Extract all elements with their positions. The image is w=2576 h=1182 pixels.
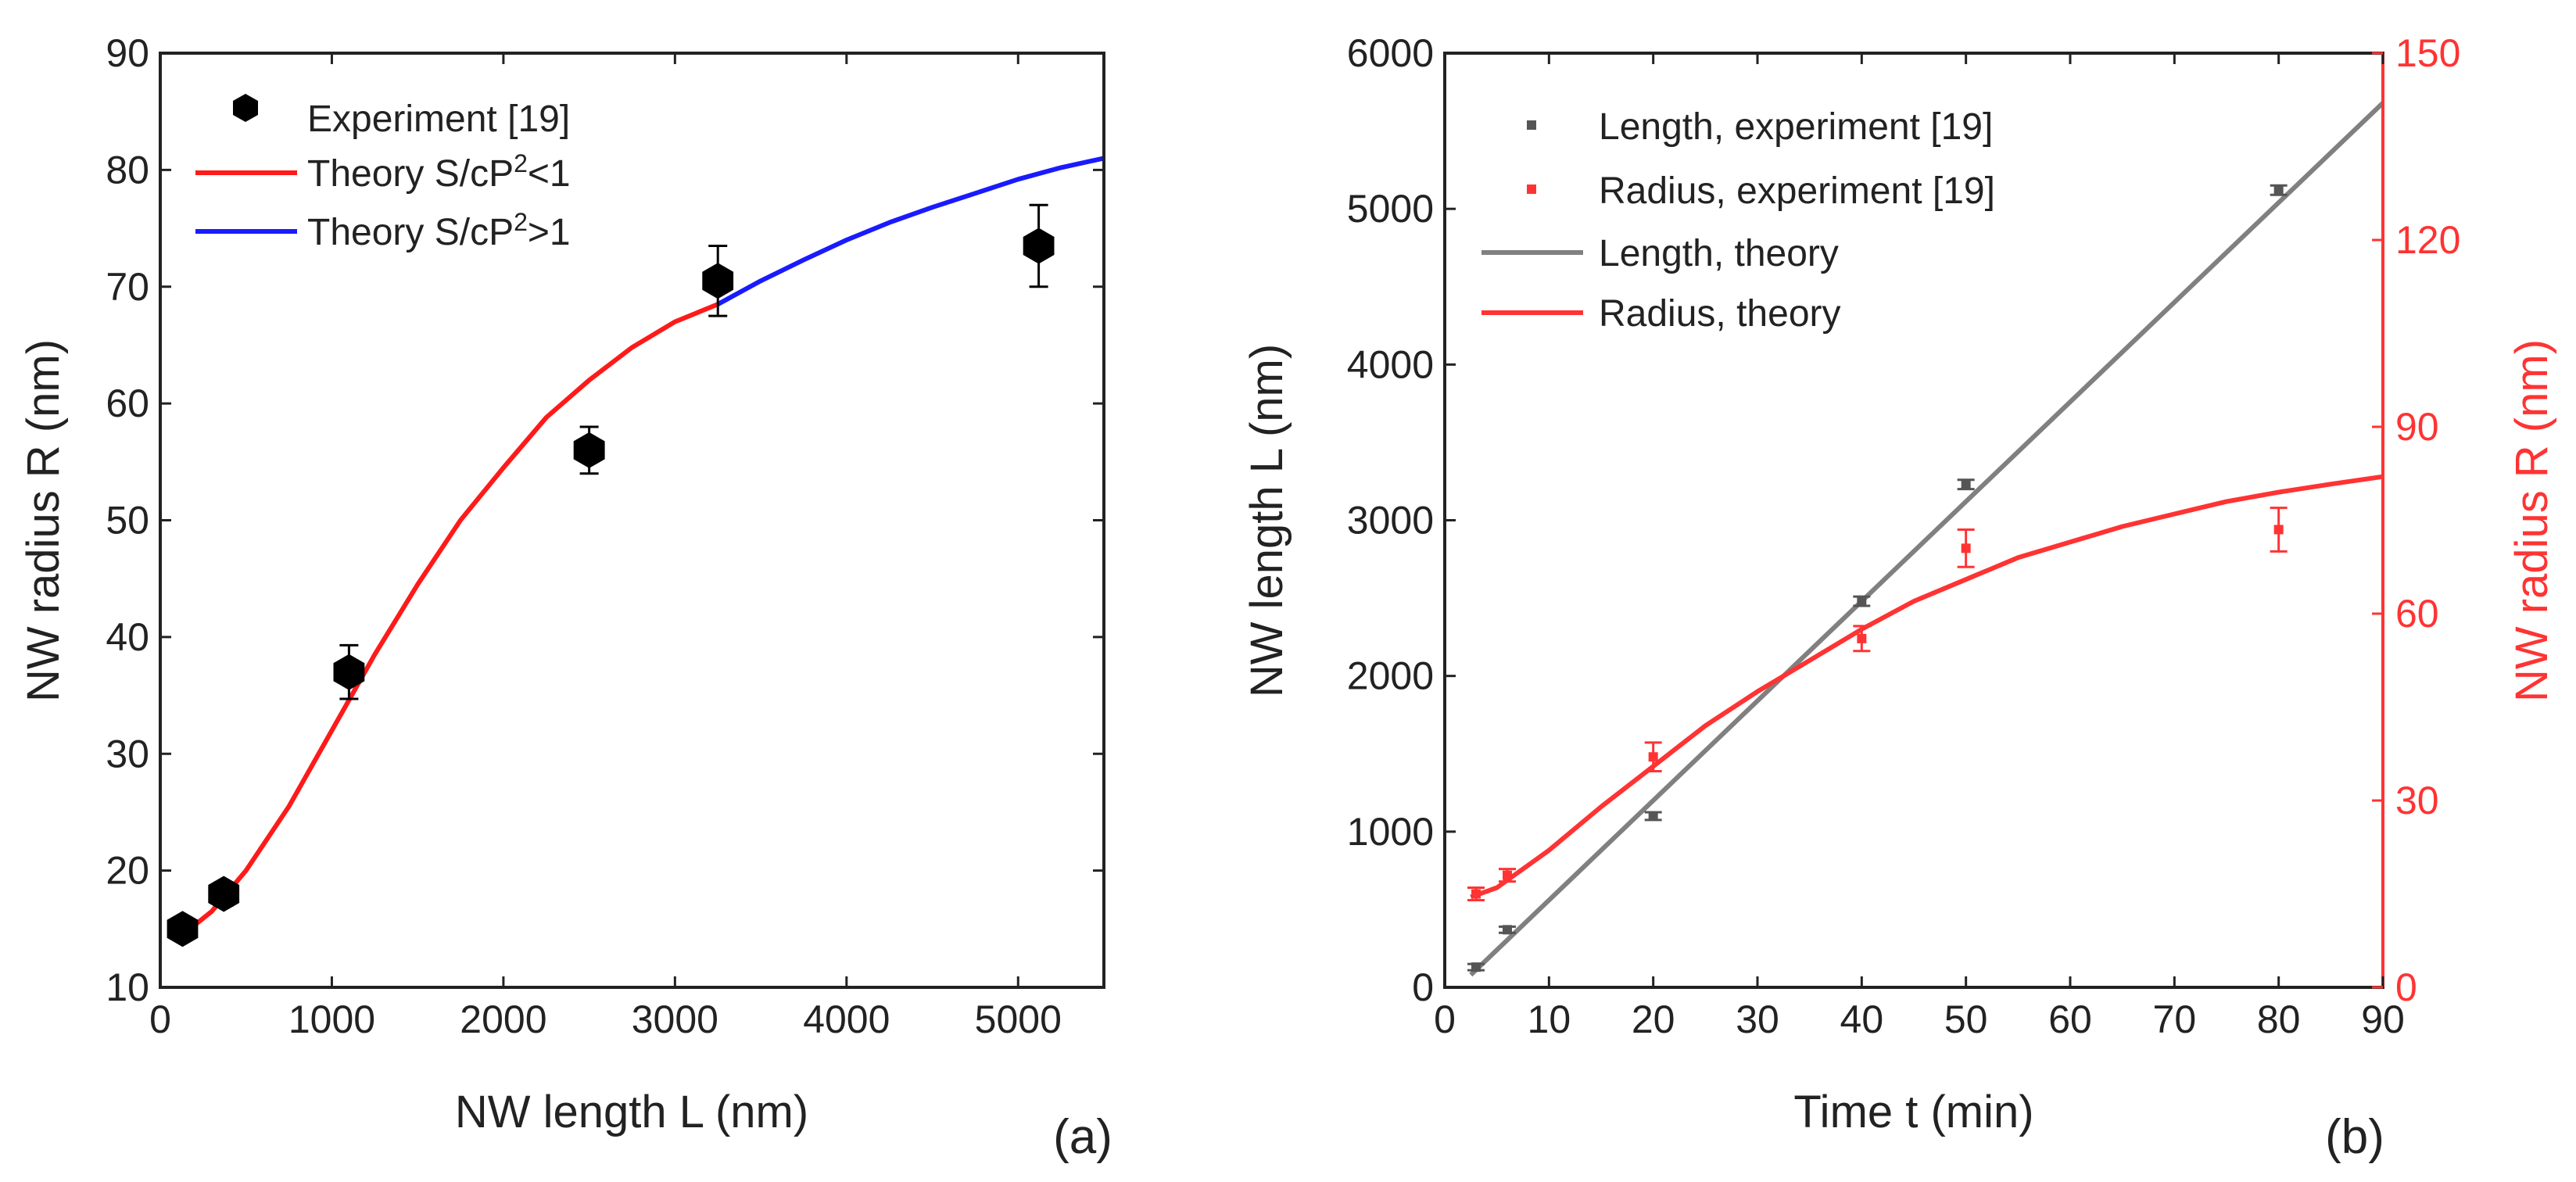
panel-b-y-tick-label-1: 1000 — [1347, 810, 1434, 854]
panel-b-x-tick-label-7: 70 — [2153, 998, 2197, 1041]
panel-b-x-axis-title: Time t (min) — [1793, 1087, 2033, 1137]
panel-b-series-1-point-0 — [1471, 889, 1481, 899]
panel-b-y-tick-label-0: 0 — [1412, 965, 1434, 1009]
panel-a-x-tick-label-2: 2000 — [460, 998, 546, 1041]
panel-a-series-layer — [167, 156, 1105, 947]
panel-a-y-tick-label-5: 60 — [106, 381, 149, 425]
panel-a-x-tick-label-5: 5000 — [975, 998, 1062, 1041]
legend-a-2-label: Theory S/cP2>1 — [307, 208, 571, 253]
panel-b-y2-tick-label-5: 150 — [2395, 31, 2460, 75]
panel-a-y-axis-title: NW radius R (nm) — [18, 339, 69, 702]
panel-a-y-tick-label-7: 80 — [106, 148, 149, 192]
panel-b-y-tick-label-4: 4000 — [1347, 342, 1434, 386]
panel-a-x-tick-label-3: 3000 — [632, 998, 718, 1041]
panel-b-y2-tick-label-0: 0 — [2395, 965, 2417, 1009]
panel-a-point-1 — [208, 876, 240, 912]
panel-b-x-tick-label-6: 60 — [2048, 998, 2092, 1041]
legend-a-0-marker — [233, 94, 258, 122]
panel-a-y-tick-label-0: 10 — [106, 965, 149, 1009]
panel-b-series-3-line — [1470, 474, 2384, 900]
panel-a-series-1-line — [181, 302, 719, 937]
panel-b-x-tick-label-5: 50 — [1944, 998, 1988, 1041]
legend-a-1-ineq: <1 — [528, 153, 571, 195]
panel-b-series-1-point-3 — [1857, 633, 1867, 643]
panel-a-y-tick-label-4: 50 — [106, 499, 149, 543]
panel-a-chart: 0 1000 2000 3000 4000 5000102030405060708090 … — [18, 31, 1112, 1164]
panel-b-series-1-point-2 — [1648, 752, 1658, 762]
panel-a-label: (a) — [1053, 1110, 1112, 1164]
panel-b-y2-tick-label-2: 60 — [2395, 592, 2439, 636]
panel-b-series-0-point-1 — [1503, 925, 1512, 935]
legend-b-3-label: Radius, theory — [1599, 293, 1841, 335]
panel-b-legend: Length, experiment [19] Radius, experime… — [1481, 106, 1995, 335]
legend-a-1-label: Theory S/cP2<1 — [307, 149, 571, 195]
panel-b-x-tick-label-2: 20 — [1632, 998, 1675, 1041]
panel-a-point-2 — [333, 654, 365, 690]
panel-b-x-tick-label-4: 40 — [1840, 998, 1884, 1041]
legend-b-0-label: Length, experiment [19] — [1599, 106, 1993, 148]
panel-a-y-tick-label-6: 70 — [106, 265, 149, 309]
panel-b-series-0-point-3 — [1857, 596, 1867, 607]
legend-b-1-marker — [1527, 184, 1536, 194]
panel-a-point-0 — [167, 911, 199, 947]
legend-a-2-base: Theory S/cP — [307, 212, 514, 253]
panel-a-point-5 — [1023, 227, 1055, 264]
legend-b-0-marker — [1527, 120, 1536, 130]
panel-a-x-axis-title: NW length L (nm) — [455, 1087, 808, 1137]
panel-a-x-tick-label-4: 4000 — [803, 998, 890, 1041]
panel-a-y-tick-label-8: 90 — [106, 31, 149, 75]
panel-b-y-tick-label-6: 6000 — [1347, 31, 1434, 75]
panel-b-series-0-point-4 — [1961, 479, 1971, 489]
panel-b-y-axis-title: NW length L (nm) — [1241, 344, 1292, 697]
panel-a-y-tick-label-2: 30 — [106, 732, 149, 775]
panel-b-y-tick-label-3: 3000 — [1347, 499, 1434, 543]
panel-a-x-tick-label-0: 0 — [149, 998, 171, 1041]
panel-b-series-0-point-5 — [2273, 185, 2284, 195]
legend-a-1-sup: 2 — [514, 149, 528, 177]
panel-a-point-4 — [702, 263, 734, 299]
panel-b-series-0-point-0 — [1471, 962, 1481, 972]
panel-b-series-1-point-1 — [1503, 870, 1512, 880]
panel-a-y-tick-label-1: 20 — [106, 849, 149, 893]
panel-b-y2-tick-label-4: 120 — [2395, 218, 2460, 262]
legend-b-2-label: Length, theory — [1599, 233, 1839, 274]
panel-a-ticks: 0 1000 2000 3000 4000 5000 10 20 30 40 50 60 70 80 90 — [106, 31, 1104, 1041]
panel-b-chart: 0 10 20 30 40 50 60 70 80 90010002000300040005000… — [1241, 31, 2557, 1164]
legend-a-1-base: Theory S/cP — [307, 153, 514, 195]
panel-b-y2-tick-label-1: 30 — [2395, 779, 2439, 822]
panel-b-series-1-point-4 — [1961, 543, 1971, 553]
panel-b-x-tick-label-1: 10 — [1528, 998, 1571, 1041]
panel-b-ticks: 0 10 20 30 40 50 60 70 80 90010002000300040005000… — [1347, 31, 2461, 1041]
legend-a-2-sup: 2 — [514, 208, 528, 236]
panel-b-x-tick-label-8: 80 — [2257, 998, 2301, 1041]
panel-b-x-tick-label-3: 30 — [1736, 998, 1779, 1041]
panel-b-y2-axis-title: NW radius R (nm) — [2506, 339, 2557, 702]
panel-b-x-tick-label-9: 90 — [2361, 998, 2405, 1041]
panel-b-series-2-line — [1469, 101, 2385, 977]
panel-b-label: (b) — [2325, 1110, 2384, 1164]
panel-b-series-1-point-5 — [2273, 525, 2284, 535]
panel-a-x-tick-label-1: 1000 — [288, 998, 375, 1041]
legend-a-0-label: Experiment [19] — [307, 98, 570, 140]
panel-b-series-0-point-2 — [1648, 811, 1658, 821]
panel-a-series-2-line — [716, 156, 1105, 306]
panel-b-x-tick-label-0: 0 — [1434, 998, 1456, 1041]
panel-a-legend: Experiment [19] Theory S/cP2<1 Theory S/… — [195, 94, 571, 253]
panel-b-y-tick-label-2: 2000 — [1347, 654, 1434, 698]
legend-a-2-ineq: >1 — [528, 212, 571, 253]
panel-a-point-3 — [573, 432, 605, 468]
panel-b-series-layer — [1467, 101, 2385, 977]
panel-b-y-tick-label-5: 5000 — [1347, 187, 1434, 231]
legend-b-1-label: Radius, experiment [19] — [1599, 170, 1995, 212]
panel-a-y-tick-label-3: 40 — [106, 615, 149, 659]
panel-b-y2-tick-label-3: 90 — [2395, 405, 2439, 449]
